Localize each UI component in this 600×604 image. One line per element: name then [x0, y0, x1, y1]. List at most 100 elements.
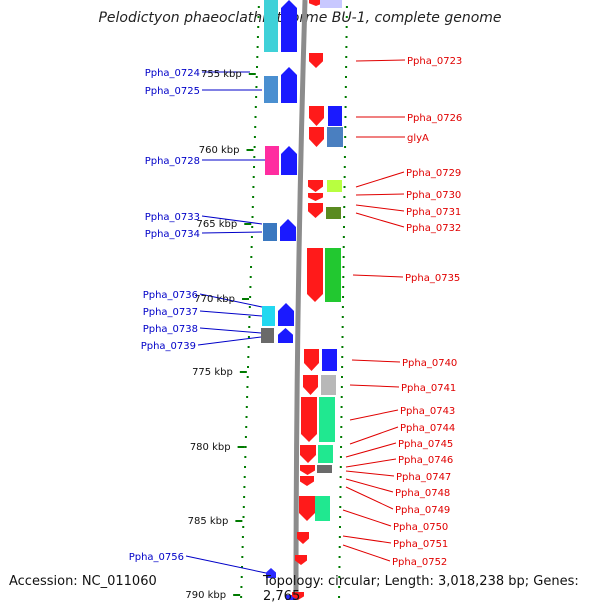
leader-line — [345, 470, 395, 477]
gene-arrow — [281, 146, 297, 175]
tick-dot — [246, 386, 249, 388]
tick-dot — [250, 246, 253, 248]
tick-dot — [345, 66, 348, 68]
tick-dot — [242, 516, 245, 518]
gene-label-right: Ppha_0745 — [398, 439, 453, 450]
gene-label-right: Ppha_0752 — [392, 557, 447, 568]
tick-dot — [340, 416, 343, 418]
gene-arrow — [299, 496, 315, 521]
major-tick — [233, 594, 241, 596]
tick-dot — [340, 376, 343, 378]
kbp-label: 755 kbp — [201, 69, 242, 80]
tick-dot — [244, 436, 247, 438]
tick-dot — [344, 86, 347, 88]
gene-label-right: Ppha_0749 — [395, 505, 450, 516]
tick-dot — [244, 456, 247, 458]
tick-dot — [256, 66, 259, 68]
tick-dot — [341, 326, 344, 328]
leader-line — [355, 171, 405, 188]
gene-arrow — [300, 445, 316, 463]
gene-arrow — [301, 397, 317, 442]
major-tick — [246, 149, 254, 151]
tick-dot — [254, 116, 257, 118]
major-tick — [235, 520, 243, 522]
leader-line — [342, 535, 392, 544]
kbp-label: 765 kbp — [197, 219, 238, 230]
gene-label-right: Ppha_0723 — [407, 56, 462, 67]
leader-line — [349, 409, 399, 421]
gene-arrow — [304, 349, 319, 371]
tick-dot — [250, 266, 253, 268]
tick-dot — [339, 466, 342, 468]
gene-label-right: Ppha_0744 — [400, 423, 455, 434]
gene-arrow — [327, 180, 342, 192]
gene-arrow — [297, 532, 309, 544]
gene-label-right: Ppha_0731 — [406, 207, 461, 218]
tick-dot — [339, 476, 342, 478]
tick-dot — [241, 566, 244, 568]
major-tick — [244, 223, 252, 225]
tick-dot — [249, 276, 252, 278]
gene-features — [261, 0, 343, 600]
gene-label-right: Ppha_0740 — [402, 358, 457, 369]
tick-dot — [338, 596, 341, 598]
tick-dot — [255, 96, 258, 98]
tick-dot — [340, 386, 343, 388]
gene-arrow — [300, 465, 315, 475]
tick-dot — [342, 236, 345, 238]
tick-dot — [257, 6, 260, 8]
gene-labels: Ppha_0724 Ppha_0725 Ppha_0728 Ppha_0733 Ppha… — [129, 56, 463, 568]
tick-dot — [338, 586, 341, 588]
tick-dot — [341, 346, 344, 348]
tick-dot — [340, 396, 343, 398]
tick-dot — [256, 36, 259, 38]
gene-label-left: Ppha_0739 — [141, 341, 196, 352]
gene-label-right: Ppha_0751 — [393, 539, 448, 550]
tick-dot — [342, 266, 345, 268]
tick-dot — [249, 286, 252, 288]
genome-backbone — [293, 0, 308, 600]
gene-arrow — [308, 180, 323, 192]
leader-line — [349, 384, 400, 388]
tick-dot — [343, 216, 346, 218]
gene-label-right: Ppha_0741 — [401, 383, 456, 394]
tick-dot — [342, 226, 345, 228]
tick-dot — [344, 116, 347, 118]
tick-dot — [339, 516, 342, 518]
tick-dot — [338, 556, 341, 558]
tick-dot — [339, 456, 342, 458]
gene-label-right: Ppha_0730 — [406, 190, 461, 201]
gene-arrow — [307, 248, 323, 302]
tick-dot — [338, 536, 341, 538]
gene-label-left: Ppha_0728 — [145, 156, 200, 167]
tick-dot — [342, 286, 345, 288]
tick-dot — [252, 176, 255, 178]
tick-dot — [254, 106, 257, 108]
tick-dot — [345, 56, 348, 58]
tick-dot — [252, 186, 255, 188]
accession-text: Accession: NC_011060 — [9, 574, 157, 589]
tick-dot — [241, 556, 244, 558]
major-tick — [248, 73, 256, 75]
tick-dot — [252, 196, 255, 198]
leader-line — [345, 458, 397, 468]
tick-dot — [342, 256, 345, 258]
tick-dot — [338, 566, 341, 568]
tick-dot — [241, 536, 244, 538]
tick-dot — [345, 36, 348, 38]
tick-dot — [248, 326, 251, 328]
tick-dot — [341, 356, 344, 358]
tick-dot — [340, 436, 343, 438]
tick-dot — [338, 546, 341, 548]
gene-arrow — [315, 496, 330, 521]
tick-dot — [240, 596, 243, 598]
tick-dot — [247, 336, 250, 338]
gene-label-left: Ppha_0736 — [143, 290, 198, 301]
tick-dot — [248, 316, 251, 318]
leader-line — [197, 336, 262, 346]
tick-dot — [344, 126, 347, 128]
tick-dot — [253, 156, 256, 158]
gene-label-right: Ppha_0750 — [393, 522, 448, 533]
leader-line — [201, 231, 263, 234]
gene-label-right: Ppha_0748 — [395, 488, 450, 499]
